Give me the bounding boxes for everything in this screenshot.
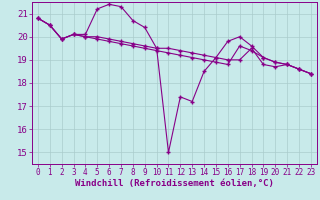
X-axis label: Windchill (Refroidissement éolien,°C): Windchill (Refroidissement éolien,°C) xyxy=(75,179,274,188)
